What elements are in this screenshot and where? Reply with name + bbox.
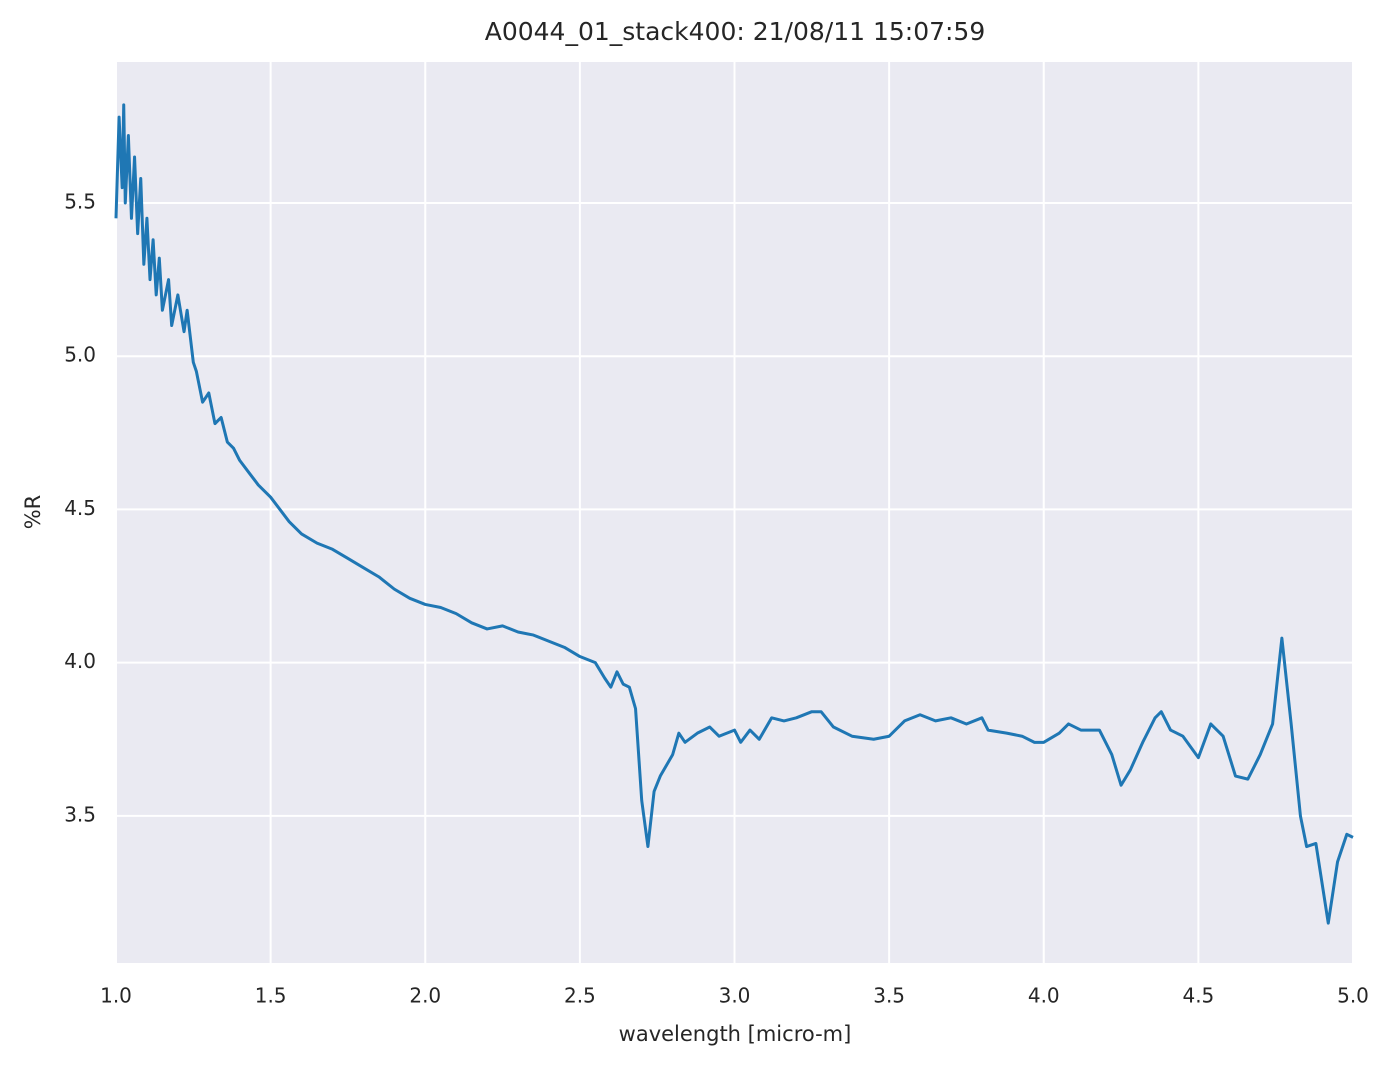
chart-title: A0044_01_stack400: 21/08/11 15:07:59	[485, 17, 986, 46]
x-tick-label: 4.5	[1182, 984, 1214, 1008]
y-tick-label: 4.0	[64, 649, 96, 673]
y-tick-label: 3.5	[64, 802, 96, 826]
x-tick-label: 1.0	[100, 984, 132, 1008]
y-tick-label: 4.5	[64, 496, 96, 520]
x-tick-label: 2.0	[409, 984, 441, 1008]
data-line	[114, 103, 1354, 925]
x-tick-label: 5.0	[1337, 984, 1369, 1008]
y-tick-label: 5.0	[64, 343, 96, 367]
y-tick-label: 5.5	[64, 189, 96, 213]
x-tick-label: 3.0	[719, 984, 751, 1008]
x-tick-label: 4.0	[1028, 984, 1060, 1008]
y-axis-label: %R	[21, 495, 45, 530]
x-tick-label: 2.5	[564, 984, 596, 1008]
x-tick-label: 1.5	[255, 984, 287, 1008]
x-axis-label: wavelength [micro-m]	[619, 1022, 852, 1046]
x-tick-label: 3.5	[873, 984, 905, 1008]
